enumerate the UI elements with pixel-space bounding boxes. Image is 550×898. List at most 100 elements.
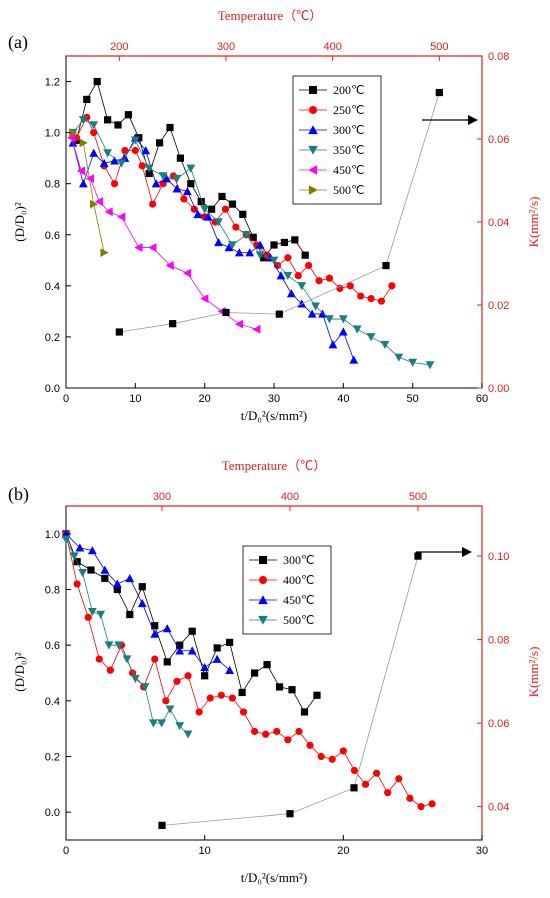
legend-marker xyxy=(259,556,267,564)
data-point xyxy=(307,309,317,318)
data-point xyxy=(377,297,386,305)
x-tick-label: 20 xyxy=(337,845,349,857)
data-point xyxy=(151,655,159,663)
data-point xyxy=(273,727,281,736)
data-point xyxy=(200,205,210,214)
data-point xyxy=(126,610,134,619)
data-point xyxy=(203,212,213,221)
data-point xyxy=(275,310,283,318)
legend-box xyxy=(242,545,332,635)
data-point xyxy=(115,328,123,336)
y-tick-label: 0.0 xyxy=(45,807,60,819)
data-point xyxy=(384,789,392,797)
data-point xyxy=(89,148,99,157)
data-point xyxy=(313,691,321,699)
legend-entry: 350℃ xyxy=(333,143,364,157)
data-point xyxy=(151,622,159,630)
legend-entry: 250℃ xyxy=(333,103,364,117)
data-point xyxy=(408,358,418,367)
y2-tick-label: 0.04 xyxy=(488,802,509,814)
data-point xyxy=(67,133,76,143)
data-point xyxy=(83,95,91,104)
data-point xyxy=(311,302,320,311)
data-point xyxy=(373,769,381,777)
data-point xyxy=(328,755,336,763)
data-point xyxy=(117,159,126,168)
data-point xyxy=(280,238,288,247)
panel-a-marks xyxy=(67,77,478,370)
data-point xyxy=(169,320,177,328)
data-point xyxy=(156,139,164,147)
data-point xyxy=(186,164,196,173)
series-line-3 xyxy=(65,539,189,735)
data-point xyxy=(148,719,158,728)
data-point xyxy=(380,340,390,349)
panel-a-top-xlabel: Temperature（℃） xyxy=(218,8,323,23)
data-point xyxy=(104,641,114,650)
data-point xyxy=(121,146,129,155)
panel-a-legend: 200℃ 250℃ 300℃ 350℃ 450℃ 500℃ xyxy=(292,75,382,205)
y-tick-label: 0.8 xyxy=(45,179,60,191)
data-point xyxy=(226,638,234,646)
data-point xyxy=(141,146,151,155)
data-point xyxy=(79,138,88,148)
data-point xyxy=(134,243,143,252)
data-point xyxy=(75,543,85,552)
data-point xyxy=(394,353,404,362)
panel-b-ylabel: (D/D₀)² xyxy=(12,652,27,692)
data-point xyxy=(100,248,109,258)
data-point xyxy=(218,192,226,201)
data-point xyxy=(99,158,109,168)
series-line-6 xyxy=(119,92,440,333)
data-point xyxy=(200,294,209,304)
data-point xyxy=(406,794,414,802)
y-tick-label: 1.2 xyxy=(45,77,60,89)
data-point xyxy=(184,672,192,680)
panel-b-label: (b) xyxy=(8,484,29,505)
data-point xyxy=(367,295,375,303)
data-point xyxy=(294,272,302,280)
data-point xyxy=(382,261,390,270)
data-point xyxy=(114,121,122,129)
data-point xyxy=(300,708,309,716)
data-point xyxy=(162,697,170,705)
data-point xyxy=(106,666,114,674)
data-point xyxy=(176,154,184,162)
data-point xyxy=(338,327,348,336)
x-tick-label: 50 xyxy=(407,393,419,405)
y-tick-label: 1.0 xyxy=(45,128,60,140)
data-point xyxy=(93,77,101,86)
data-point xyxy=(140,683,150,692)
y-tick-label: 0.0 xyxy=(45,383,60,395)
data-point xyxy=(144,164,154,173)
data-point xyxy=(239,210,247,218)
series-line-5 xyxy=(72,132,105,253)
legend-entry: 400℃ xyxy=(283,573,314,587)
data-point xyxy=(295,727,303,736)
top-x-tick-label: 300 xyxy=(217,41,235,53)
data-point xyxy=(325,274,334,282)
y2-tick-label: 0.08 xyxy=(488,51,509,63)
data-point xyxy=(366,333,376,342)
data-point xyxy=(263,661,271,669)
series-line-4 xyxy=(71,137,257,330)
data-point xyxy=(175,646,185,655)
data-point xyxy=(187,180,195,188)
data-point xyxy=(214,218,223,227)
data-point xyxy=(110,156,119,165)
y2-tick-label: 0.02 xyxy=(488,300,509,312)
data-point xyxy=(124,111,132,119)
data-point xyxy=(336,284,344,292)
y-tick-label: 1.0 xyxy=(45,529,60,541)
data-point xyxy=(201,672,209,680)
legend-entry: 300℃ xyxy=(283,553,314,567)
panel-b-xlabel: t/D₀²(s/mm²) xyxy=(241,870,308,885)
legend-marker xyxy=(308,145,318,155)
panel-b: (b) Temperature（℃） 0 10 20 30 0.0 0.2 0.4 0.6 0.… xyxy=(8,458,541,885)
panel-b-legend: 300℃ 400℃ 450℃ 500℃ xyxy=(242,545,332,635)
data-point xyxy=(301,251,309,259)
data-point xyxy=(286,289,296,298)
panel-a-ylabel: (D/D₀)² xyxy=(12,202,27,242)
data-point xyxy=(172,184,182,193)
